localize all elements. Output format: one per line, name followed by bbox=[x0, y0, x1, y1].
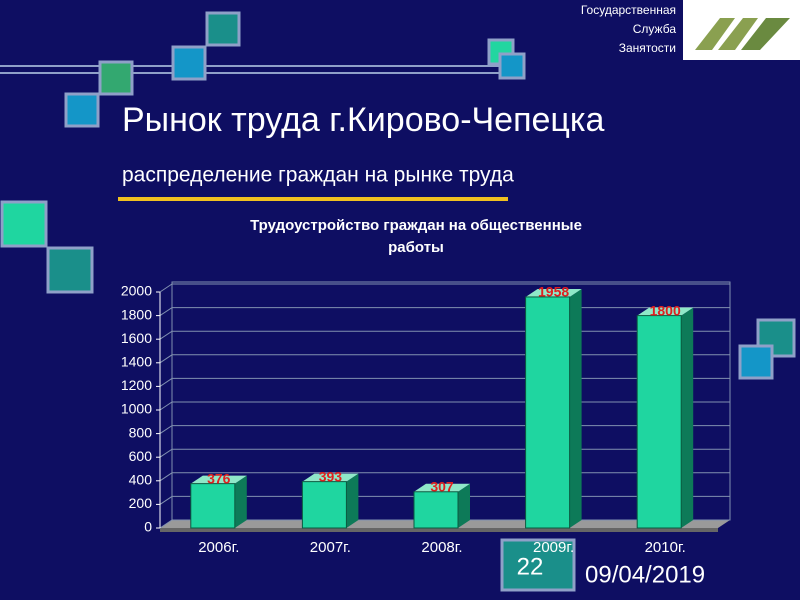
bar-top bbox=[414, 483, 470, 492]
bar bbox=[636, 315, 682, 529]
x-tick-label: 2007г. bbox=[310, 539, 351, 556]
x-tick-label: 2010г. bbox=[645, 539, 686, 556]
slide-number: 22 bbox=[517, 553, 544, 580]
bar-side bbox=[458, 483, 470, 528]
y-tick-label: 600 bbox=[129, 448, 153, 464]
date: 09/04/2019 bbox=[585, 561, 705, 588]
chart-title: работы bbox=[388, 239, 444, 256]
y-tick-label: 200 bbox=[129, 495, 153, 511]
org-line: Служба bbox=[633, 22, 677, 36]
slide-subtitle: распределение граждан на рынке труда bbox=[122, 164, 514, 187]
y-tick-label: 0 bbox=[144, 519, 152, 535]
number-box bbox=[500, 538, 576, 592]
bar bbox=[525, 296, 571, 529]
bar-top bbox=[637, 307, 694, 316]
bar-side bbox=[346, 473, 359, 528]
value-label: 307 bbox=[430, 478, 454, 494]
y-tick-label: 1200 bbox=[121, 377, 152, 393]
y-tick-label: 800 bbox=[129, 424, 153, 440]
value-label: 393 bbox=[319, 468, 343, 484]
bar-top bbox=[190, 475, 247, 484]
bar bbox=[301, 481, 347, 529]
y-tick-label: 2000 bbox=[121, 283, 152, 299]
x-tick-label: 2008г. bbox=[421, 539, 462, 556]
y-tick-label: 1800 bbox=[121, 306, 152, 322]
slide-title: Рынок труда г.Кирово-Чепецка bbox=[122, 101, 604, 139]
y-tick-label: 1000 bbox=[121, 401, 152, 417]
value-label: 1800 bbox=[650, 302, 681, 318]
x-tick-label: 2006г. bbox=[198, 539, 239, 556]
value-label: 1958 bbox=[538, 284, 569, 300]
y-tick-label: 400 bbox=[129, 472, 153, 488]
logo bbox=[695, 18, 790, 50]
bar-side bbox=[681, 307, 694, 528]
x-tick-label: 2009г. bbox=[533, 539, 574, 556]
y-tick-label: 1600 bbox=[121, 330, 152, 346]
bar-top bbox=[525, 288, 582, 297]
bar bbox=[413, 491, 459, 529]
org-line: Занятости bbox=[619, 41, 676, 55]
chart-title: Трудоустройство граждан на общественные bbox=[250, 217, 582, 234]
bar-top bbox=[302, 473, 359, 482]
bar-side bbox=[569, 288, 582, 528]
value-label: 376 bbox=[207, 470, 231, 486]
bar bbox=[190, 483, 236, 529]
underline bbox=[118, 197, 508, 201]
bar-side bbox=[234, 475, 247, 528]
y-tick-label: 1400 bbox=[121, 354, 152, 370]
grid-line bbox=[159, 283, 730, 293]
floor-edge bbox=[160, 528, 718, 532]
org-line: Государственная bbox=[581, 3, 676, 17]
decoration bbox=[0, 11, 796, 380]
